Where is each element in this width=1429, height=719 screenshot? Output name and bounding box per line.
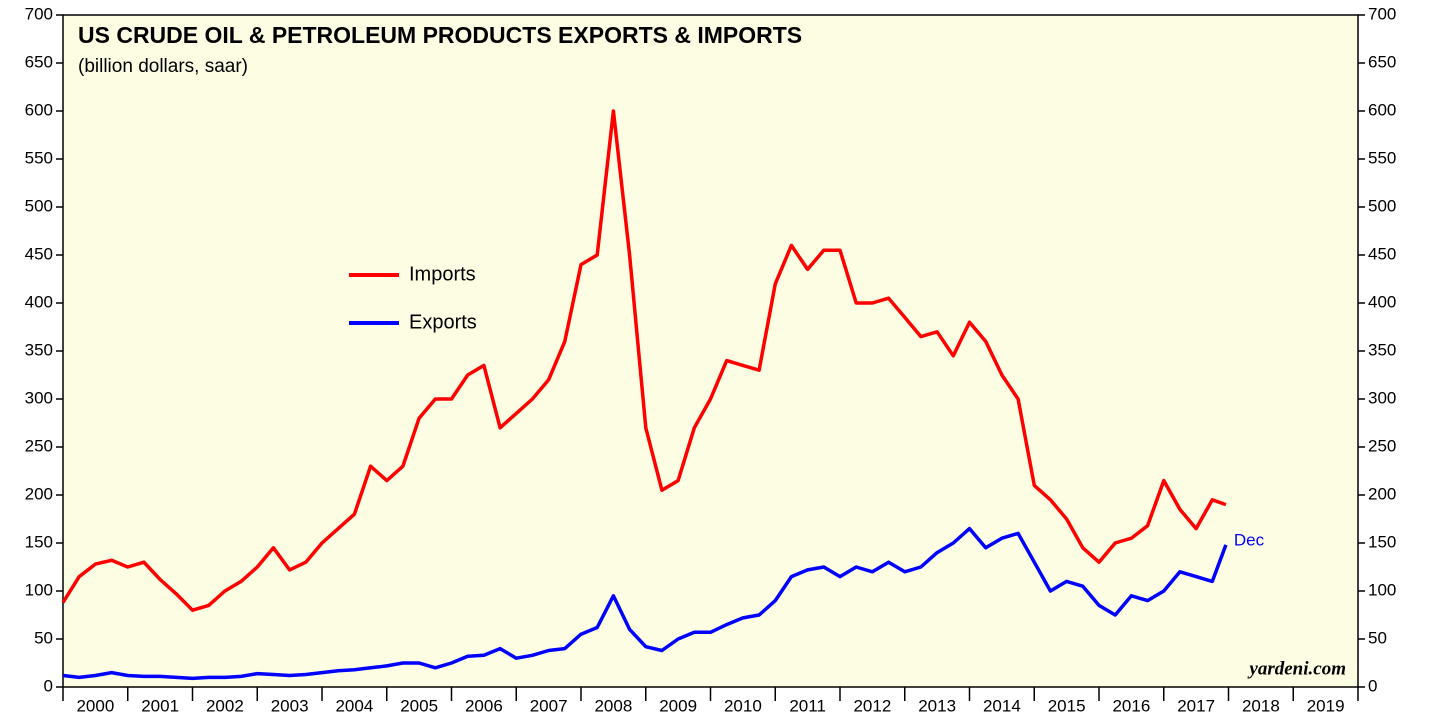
- y-tick-label: 150: [25, 532, 53, 551]
- y2-tick-label: 650: [1368, 52, 1396, 71]
- series-line: [61, 109, 1227, 612]
- y-tick-label: 450: [25, 244, 53, 263]
- y2-tick-label: 250: [1368, 436, 1396, 455]
- y-tick-label: 500: [25, 196, 53, 215]
- y-tick-label: 650: [25, 52, 53, 71]
- y-tick-label: 550: [25, 148, 53, 167]
- x-tick-label: 2012: [853, 696, 891, 715]
- y-tick-label: 100: [25, 580, 53, 599]
- x-tick-label: 2009: [659, 696, 697, 715]
- y-tick-label: 200: [25, 484, 53, 503]
- x-tick-label: 2019: [1307, 696, 1345, 715]
- y2-tick-label: 150: [1368, 532, 1396, 551]
- x-tick-label: 2000: [76, 696, 114, 715]
- legend-label: Imports: [409, 263, 476, 285]
- x-tick-label: 2018: [1242, 696, 1280, 715]
- end-label: Dec: [1234, 530, 1265, 549]
- y2-tick-label: 0: [1368, 676, 1377, 695]
- x-tick-label: 2007: [530, 696, 568, 715]
- y2-tick-label: 300: [1368, 388, 1396, 407]
- y2-tick-label: 350: [1368, 340, 1396, 359]
- y2-tick-label: 400: [1368, 292, 1396, 311]
- x-tick-label: 2003: [271, 696, 309, 715]
- y2-tick-label: 50: [1368, 628, 1387, 647]
- y-tick-label: 400: [25, 292, 53, 311]
- x-tick-label: 2016: [1112, 696, 1150, 715]
- y2-tick-label: 550: [1368, 148, 1396, 167]
- x-tick-label: 2004: [335, 696, 373, 715]
- chart-subtitle: (billion dollars, saar): [78, 56, 248, 77]
- x-tick-label: 2017: [1177, 696, 1215, 715]
- x-tick-label: 2002: [206, 696, 244, 715]
- y2-tick-label: 200: [1368, 484, 1396, 503]
- x-tick-label: 2013: [918, 696, 956, 715]
- y-tick-label: 0: [44, 676, 53, 695]
- y-tick-label: 600: [25, 100, 53, 119]
- plot-area: [62, 14, 1359, 688]
- y2-tick-label: 450: [1368, 244, 1396, 263]
- y-tick-label: 50: [34, 628, 53, 647]
- chart-title: US CRUDE OIL & PETROLEUM PRODUCTS EXPORT…: [78, 22, 802, 48]
- y-tick-label: 700: [25, 4, 53, 23]
- legend-label: Exports: [409, 311, 477, 333]
- y2-tick-label: 700: [1368, 4, 1396, 23]
- series-line: [62, 526, 1228, 681]
- x-tick-label: 2010: [724, 696, 762, 715]
- x-tick-label: 2005: [400, 696, 438, 715]
- x-tick-label: 2006: [465, 696, 503, 715]
- x-tick-label: 2015: [1048, 696, 1086, 715]
- y-tick-label: 300: [25, 388, 53, 407]
- source: yardeni.com: [1247, 658, 1346, 679]
- y2-tick-label: 100: [1368, 580, 1396, 599]
- x-tick-label: 2011: [789, 696, 826, 715]
- y2-tick-label: 500: [1368, 196, 1396, 215]
- x-tick-label: 2014: [983, 696, 1021, 715]
- x-tick-label: 2008: [594, 696, 632, 715]
- y-tick-label: 350: [25, 340, 53, 359]
- x-tick-label: 2001: [141, 696, 179, 715]
- y-tick-label: 250: [25, 436, 53, 455]
- y2-tick-label: 600: [1368, 100, 1396, 119]
